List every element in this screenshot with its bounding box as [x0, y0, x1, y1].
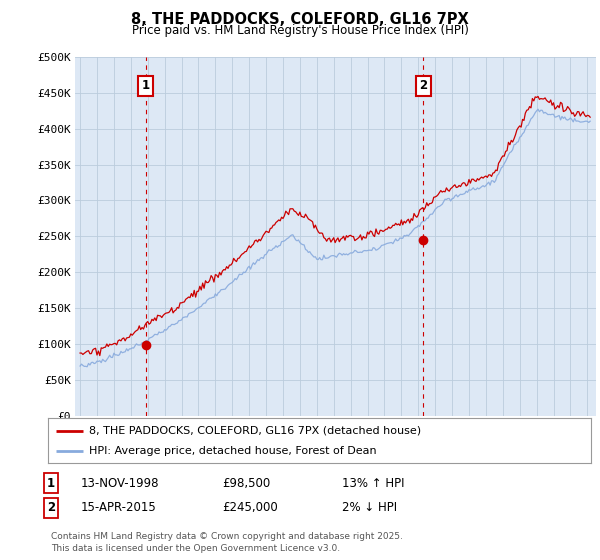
Text: 2: 2: [47, 501, 55, 515]
Text: 13% ↑ HPI: 13% ↑ HPI: [342, 477, 404, 490]
Text: 15-APR-2015: 15-APR-2015: [81, 501, 157, 515]
Text: 8, THE PADDOCKS, COLEFORD, GL16 7PX: 8, THE PADDOCKS, COLEFORD, GL16 7PX: [131, 12, 469, 27]
Text: Contains HM Land Registry data © Crown copyright and database right 2025.
This d: Contains HM Land Registry data © Crown c…: [51, 533, 403, 553]
Text: 2: 2: [419, 80, 427, 92]
Text: 13-NOV-1998: 13-NOV-1998: [81, 477, 160, 490]
Text: 1: 1: [142, 80, 149, 92]
Text: £245,000: £245,000: [222, 501, 278, 515]
Text: 1: 1: [47, 477, 55, 490]
Text: Price paid vs. HM Land Registry's House Price Index (HPI): Price paid vs. HM Land Registry's House …: [131, 24, 469, 36]
Text: 2% ↓ HPI: 2% ↓ HPI: [342, 501, 397, 515]
Text: £98,500: £98,500: [222, 477, 270, 490]
Text: 8, THE PADDOCKS, COLEFORD, GL16 7PX (detached house): 8, THE PADDOCKS, COLEFORD, GL16 7PX (det…: [89, 426, 421, 436]
Text: HPI: Average price, detached house, Forest of Dean: HPI: Average price, detached house, Fore…: [89, 446, 376, 456]
